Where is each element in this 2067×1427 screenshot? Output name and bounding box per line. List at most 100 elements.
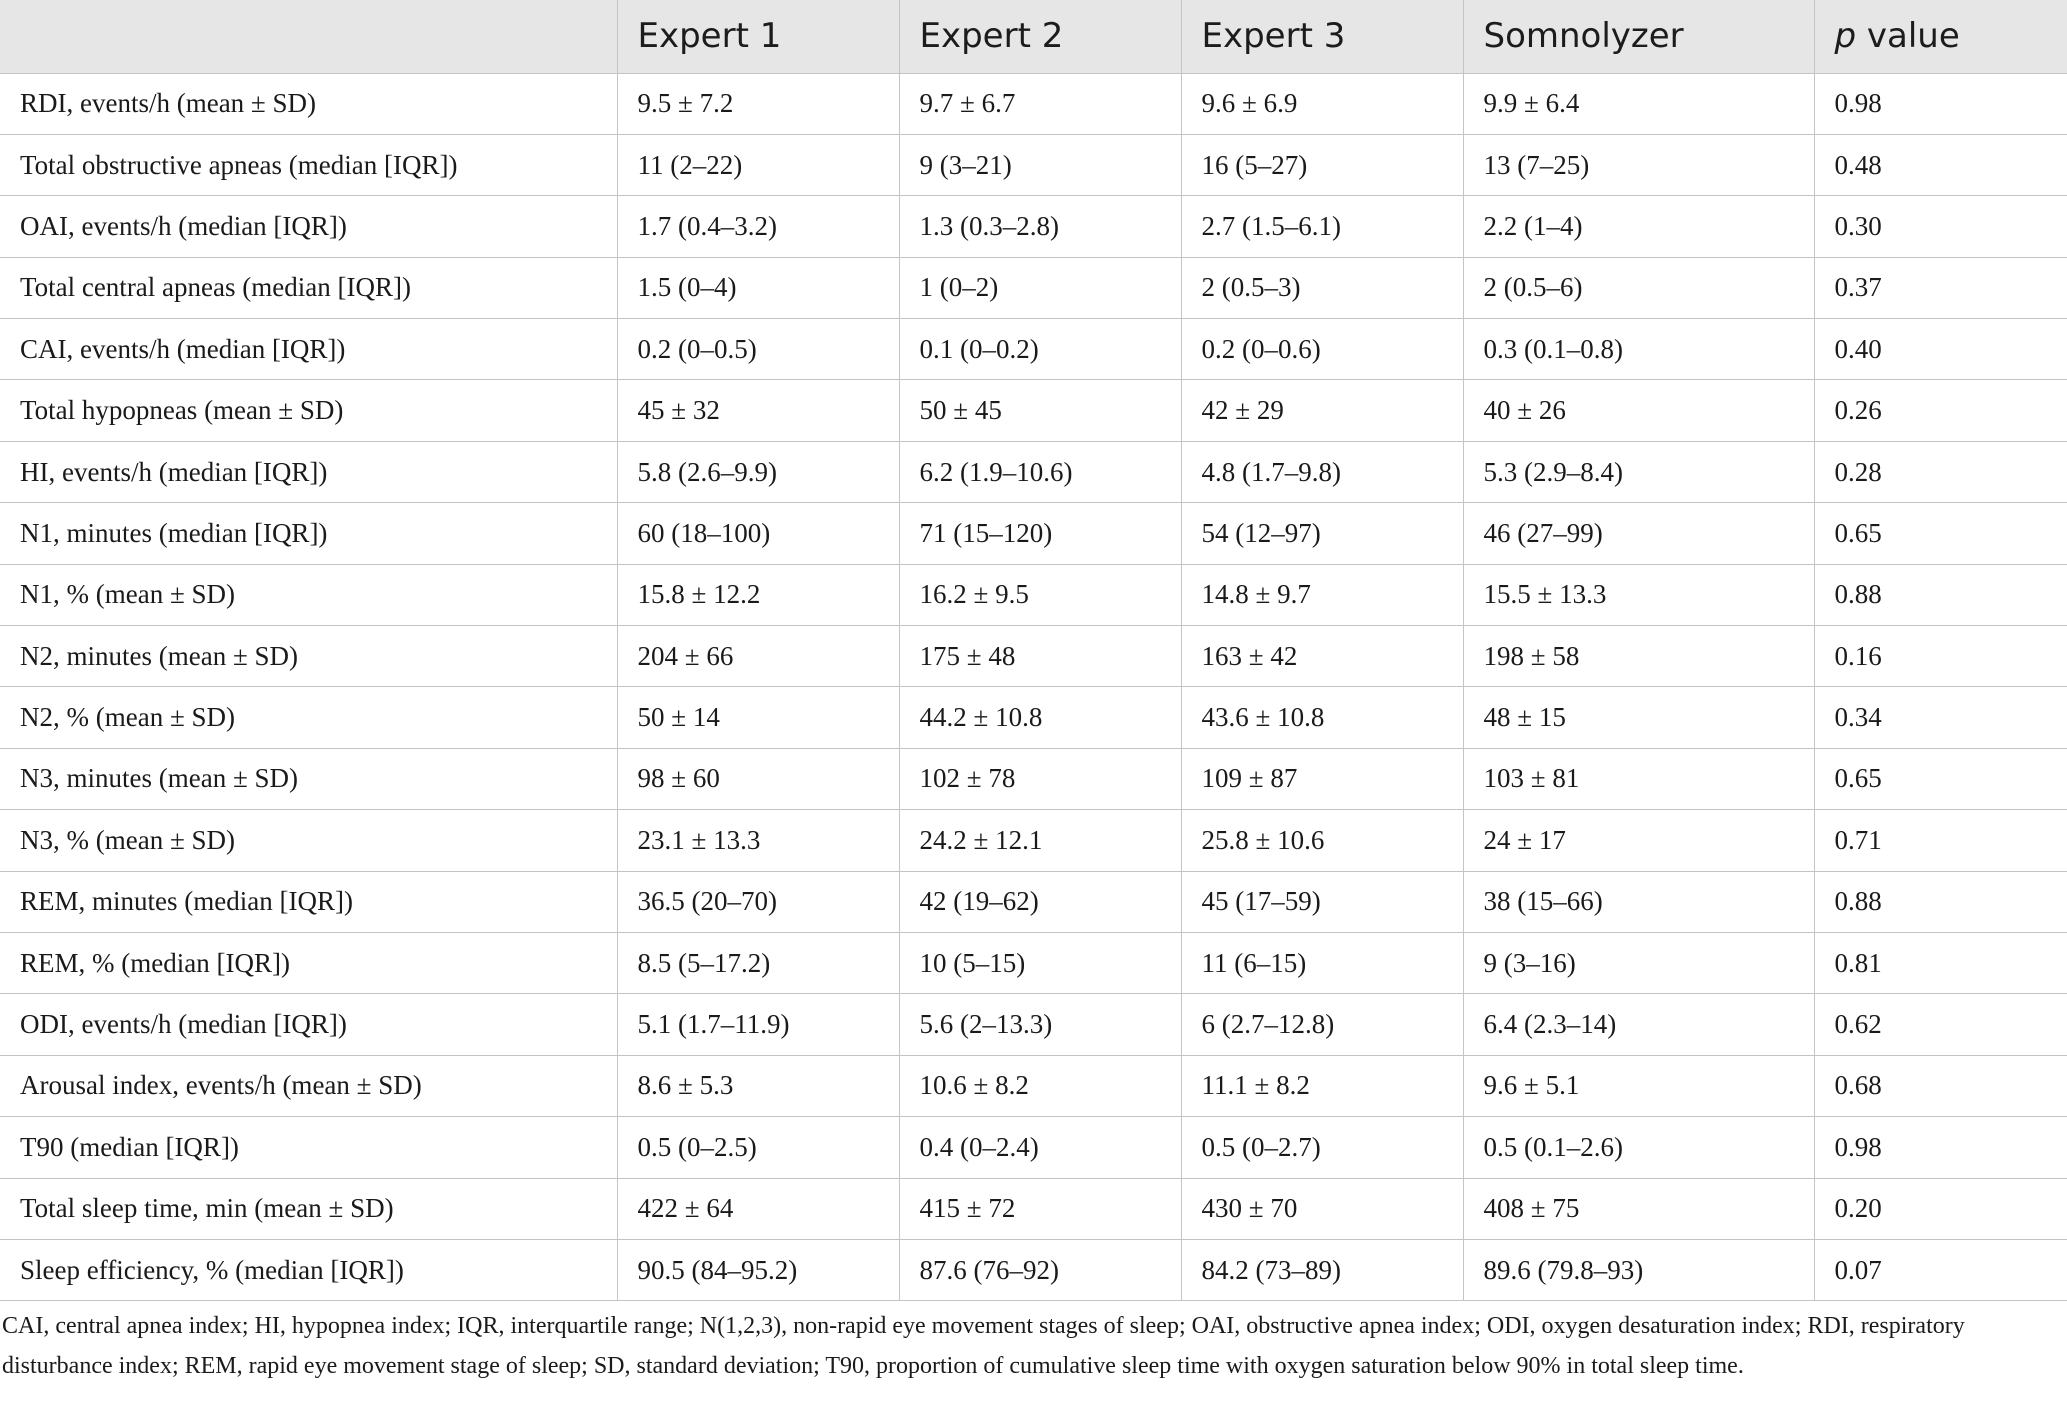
cell-expert-3: 25.8 ± 10.6 <box>1180 809 1463 872</box>
cell-p-value: 0.62 <box>1813 993 2067 1056</box>
cell-somnolyzer: 2 (0.5–6) <box>1462 257 1814 320</box>
cell-expert-1: 0.2 (0–0.5) <box>616 318 899 381</box>
cell-expert-3: 2.7 (1.5–6.1) <box>1180 195 1463 258</box>
table-row: N2, % (mean ± SD) 50 ± 14 44.2 ± 10.8 43.6 … <box>0 686 2067 749</box>
header-cell-p-value: p value <box>1813 0 2067 74</box>
cell-somnolyzer: 5.3 (2.9–8.4) <box>1462 441 1814 504</box>
cell-parameter: REM, % (median [IQR]) <box>0 932 617 995</box>
table-row: HI, events/h (median [IQR]) 5.8 (2.6–9.9)… <box>0 441 2067 504</box>
cell-expert-3: 42 ± 29 <box>1180 379 1463 442</box>
cell-expert-1: 1.5 (0–4) <box>616 257 899 320</box>
cell-expert-2: 16.2 ± 9.5 <box>898 564 1181 627</box>
cell-expert-3: 84.2 (73–89) <box>1180 1239 1463 1302</box>
cell-expert-3: 16 (5–27) <box>1180 134 1463 197</box>
cell-expert-3: 43.6 ± 10.8 <box>1180 686 1463 749</box>
cell-expert-2: 9 (3–21) <box>898 134 1181 197</box>
cell-p-value: 0.48 <box>1813 134 2067 197</box>
cell-somnolyzer: 48 ± 15 <box>1462 686 1814 749</box>
cell-somnolyzer: 408 ± 75 <box>1462 1178 1814 1240</box>
cell-expert-2: 10 (5–15) <box>898 932 1181 995</box>
cell-somnolyzer: 0.3 (0.1–0.8) <box>1462 318 1814 381</box>
cell-p-value: 0.40 <box>1813 318 2067 381</box>
cell-parameter: Total hypopneas (mean ± SD) <box>0 379 617 442</box>
cell-p-value: 0.71 <box>1813 809 2067 872</box>
cell-somnolyzer: 9.6 ± 5.1 <box>1462 1055 1814 1118</box>
cell-expert-1: 11 (2–22) <box>616 134 899 197</box>
cell-expert-2: 6.2 (1.9–10.6) <box>898 441 1181 504</box>
cell-expert-1: 50 ± 14 <box>616 686 899 749</box>
cell-p-value: 0.20 <box>1813 1178 2067 1240</box>
cell-p-value: 0.81 <box>1813 932 2067 995</box>
cell-expert-1: 36.5 (20–70) <box>616 871 899 933</box>
cell-somnolyzer: 198 ± 58 <box>1462 625 1814 688</box>
table-row: OAI, events/h (median [IQR]) 1.7 (0.4–3.2… <box>0 195 2067 258</box>
cell-expert-3: 11.1 ± 8.2 <box>1180 1055 1463 1118</box>
p-symbol: p <box>1834 16 1857 57</box>
cell-somnolyzer: 24 ± 17 <box>1462 809 1814 872</box>
table-row: REM, % (median [IQR]) 8.5 (5–17.2) 10 (5–1… <box>0 932 2067 995</box>
cell-parameter: Sleep efficiency, % (median [IQR]) <box>0 1239 617 1302</box>
cell-p-value: 0.37 <box>1813 257 2067 320</box>
cell-expert-1: 45 ± 32 <box>616 379 899 442</box>
cell-expert-3: 0.2 (0–0.6) <box>1180 318 1463 381</box>
cell-expert-1: 23.1 ± 13.3 <box>616 809 899 872</box>
cell-parameter: N2, % (mean ± SD) <box>0 686 617 749</box>
cell-expert-3: 4.8 (1.7–9.8) <box>1180 441 1463 504</box>
cell-p-value: 0.07 <box>1813 1239 2067 1302</box>
table-row: REM, minutes (median [IQR]) 36.5 (20–70) 4… <box>0 871 2067 933</box>
cell-p-value: 0.30 <box>1813 195 2067 258</box>
cell-somnolyzer: 6.4 (2.3–14) <box>1462 993 1814 1056</box>
cell-somnolyzer: 2.2 (1–4) <box>1462 195 1814 258</box>
cell-parameter: N1, % (mean ± SD) <box>0 564 617 627</box>
p-value-label: value <box>1856 16 1960 57</box>
table-row: N1, % (mean ± SD) 15.8 ± 12.2 16.2 ± 9.5 14… <box>0 564 2067 627</box>
cell-expert-2: 50 ± 45 <box>898 379 1181 442</box>
table-row: Arousal index, events/h (mean ± SD) 8.6 ±… <box>0 1055 2067 1118</box>
table-row: T90 (median [IQR]) 0.5 (0–2.5) 0.4 (0–2.4)… <box>0 1116 2067 1179</box>
header-row: Expert 1 Expert 2 Expert 3 Somnolyzer p … <box>0 0 2067 74</box>
cell-expert-3: 11 (6–15) <box>1180 932 1463 995</box>
cell-expert-2: 9.7 ± 6.7 <box>898 73 1181 135</box>
table-row: CAI, events/h (median [IQR]) 0.2 (0–0.5) 0… <box>0 318 2067 381</box>
cell-parameter: N1, minutes (median [IQR]) <box>0 502 617 565</box>
table-row: N3, minutes (mean ± SD) 98 ± 60 102 ± 78 10… <box>0 748 2067 811</box>
table-row: Total sleep time, min (mean ± SD) 422 ± 6… <box>0 1178 2067 1240</box>
cell-somnolyzer: 40 ± 26 <box>1462 379 1814 442</box>
cell-expert-1: 422 ± 64 <box>616 1178 899 1240</box>
cell-p-value: 0.26 <box>1813 379 2067 442</box>
cell-expert-3: 2 (0.5–3) <box>1180 257 1463 320</box>
cell-expert-2: 71 (15–120) <box>898 502 1181 565</box>
cell-parameter: ODI, events/h (median [IQR]) <box>0 993 617 1056</box>
cell-p-value: 0.98 <box>1813 73 2067 135</box>
cell-parameter: N2, minutes (mean ± SD) <box>0 625 617 688</box>
cell-expert-1: 8.5 (5–17.2) <box>616 932 899 995</box>
comparison-table: Expert 1 Expert 2 Expert 3 Somnolyzer p … <box>0 0 2067 1302</box>
cell-expert-2: 24.2 ± 12.1 <box>898 809 1181 872</box>
cell-somnolyzer: 9 (3–16) <box>1462 932 1814 995</box>
cell-expert-2: 0.4 (0–2.4) <box>898 1116 1181 1179</box>
cell-parameter: RDI, events/h (mean ± SD) <box>0 73 617 135</box>
cell-parameter: OAI, events/h (median [IQR]) <box>0 195 617 258</box>
table-footnote: CAI, central apnea index; HI, hypopnea i… <box>2 1313 1965 1379</box>
cell-expert-1: 9.5 ± 7.2 <box>616 73 899 135</box>
cell-p-value: 0.34 <box>1813 686 2067 749</box>
cell-parameter: HI, events/h (median [IQR]) <box>0 441 617 504</box>
cell-parameter: REM, minutes (median [IQR]) <box>0 871 617 933</box>
header-cell-somnolyzer: Somnolyzer <box>1462 0 1814 74</box>
table-header: Expert 1 Expert 2 Expert 3 Somnolyzer p … <box>0 0 2067 74</box>
cell-expert-1: 5.1 (1.7–11.9) <box>616 993 899 1056</box>
cell-expert-3: 9.6 ± 6.9 <box>1180 73 1463 135</box>
cell-expert-1: 98 ± 60 <box>616 748 899 811</box>
cell-expert-1: 204 ± 66 <box>616 625 899 688</box>
cell-expert-1: 1.7 (0.4–3.2) <box>616 195 899 258</box>
cell-expert-3: 163 ± 42 <box>1180 625 1463 688</box>
cell-expert-3: 0.5 (0–2.7) <box>1180 1116 1463 1179</box>
cell-p-value: 0.28 <box>1813 441 2067 504</box>
cell-parameter: N3, % (mean ± SD) <box>0 809 617 872</box>
cell-p-value: 0.16 <box>1813 625 2067 688</box>
cell-p-value: 0.88 <box>1813 871 2067 933</box>
table-body: RDI, events/h (mean ± SD) 9.5 ± 7.2 9.7 ± … <box>0 73 2067 1302</box>
cell-expert-3: 54 (12–97) <box>1180 502 1463 565</box>
cell-parameter: Total obstructive apneas (median [IQR]) <box>0 134 617 197</box>
cell-expert-3: 45 (17–59) <box>1180 871 1463 933</box>
